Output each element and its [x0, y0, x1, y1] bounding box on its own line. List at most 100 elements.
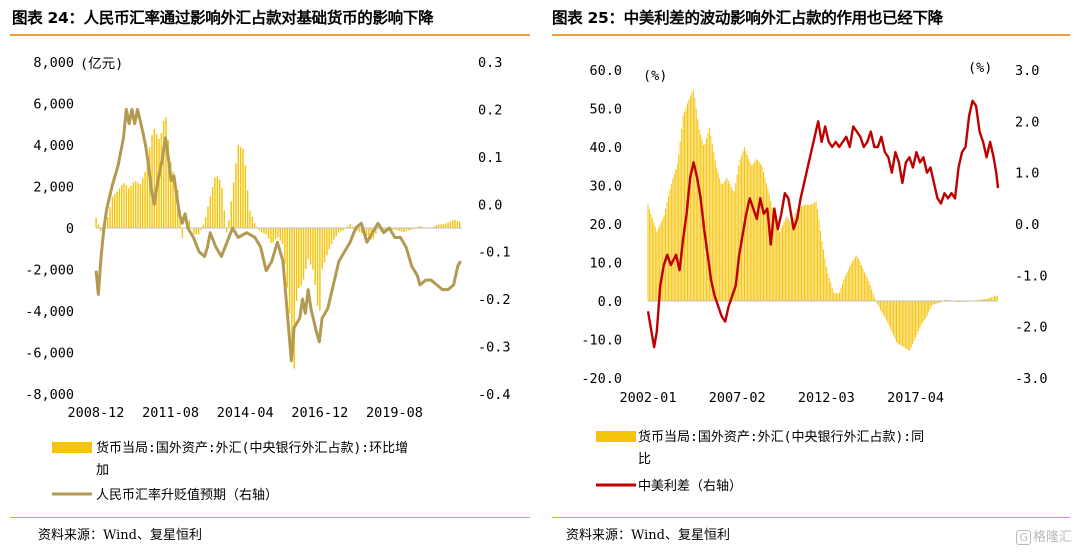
bar — [440, 224, 442, 228]
bar — [692, 89, 694, 301]
bar — [925, 301, 927, 319]
chart-panel-left: 图表 24：人民币汇率通过影响外汇占款对基础货币的影响下降 8,000 6,000… — [10, 9, 530, 543]
bar — [711, 143, 713, 301]
bar — [277, 228, 279, 238]
bar — [286, 228, 288, 288]
bar — [228, 220, 230, 228]
bar — [214, 177, 216, 228]
bar — [689, 96, 691, 301]
bar — [707, 133, 709, 301]
legend-line-label: 人民币汇率升贬值预期（右轴） — [96, 487, 278, 503]
bar — [713, 151, 715, 301]
bar — [279, 228, 281, 241]
watermark-icon: G — [1016, 530, 1031, 545]
bar — [698, 128, 700, 301]
bar — [361, 228, 363, 234]
right-tick-label: 0.1 — [478, 150, 502, 166]
bar — [403, 228, 405, 232]
bar — [738, 165, 740, 301]
bar — [193, 228, 195, 235]
left-tick-label: 4,000 — [33, 138, 74, 154]
bar — [733, 191, 735, 301]
bar — [820, 230, 822, 301]
bar — [806, 204, 808, 301]
bar — [894, 301, 896, 339]
legend-bar-label-cont: 比 — [638, 452, 651, 467]
bar — [130, 185, 132, 228]
bar — [852, 260, 854, 301]
bar — [673, 173, 675, 301]
bar — [132, 182, 135, 228]
bar — [815, 201, 817, 301]
bar — [760, 164, 762, 301]
legend-bar-label: 货币当局:国外资产:外汇(中央银行外汇占款):环比增 — [96, 440, 408, 456]
bar — [670, 183, 672, 301]
bar — [843, 279, 845, 301]
bar — [874, 297, 876, 301]
bar — [932, 301, 934, 305]
bar — [319, 228, 321, 311]
bar — [151, 135, 153, 228]
bar — [225, 228, 228, 233]
bar — [720, 183, 722, 301]
bar — [295, 228, 298, 302]
bar — [660, 222, 662, 301]
bar — [817, 209, 819, 301]
bar — [141, 178, 144, 228]
right-tick-label: 1.0 — [1015, 166, 1039, 182]
bar — [456, 220, 459, 228]
left-tick-label: 0.0 — [598, 294, 622, 310]
bar — [307, 228, 309, 260]
bar — [882, 301, 884, 315]
left-tick-label: -8,000 — [25, 387, 74, 403]
bar — [909, 301, 911, 351]
bar — [784, 218, 786, 301]
bar — [879, 301, 881, 311]
bar — [929, 301, 931, 310]
bar — [872, 293, 874, 301]
bar — [291, 228, 293, 343]
bar — [700, 134, 702, 301]
bar — [300, 228, 302, 286]
bar — [333, 228, 335, 240]
bar — [893, 301, 895, 336]
legend-bar-swatch — [52, 442, 92, 453]
bar — [685, 107, 687, 301]
bar — [246, 190, 249, 228]
bar — [977, 299, 979, 301]
bar — [913, 301, 915, 341]
bar — [298, 228, 300, 289]
bar — [787, 218, 789, 301]
bar — [323, 228, 326, 263]
bar — [745, 151, 747, 301]
bar — [682, 116, 684, 301]
bar — [121, 184, 123, 228]
bar — [146, 161, 149, 228]
bar — [691, 93, 693, 301]
legend-bar-swatch — [596, 431, 636, 442]
bar — [218, 179, 221, 228]
bar — [724, 179, 726, 301]
bar — [123, 182, 125, 228]
bar — [906, 301, 908, 350]
bar — [885, 301, 887, 320]
left-tick-label: 0 — [66, 221, 74, 237]
title-underline — [552, 34, 1070, 36]
bar — [910, 301, 912, 348]
bar — [111, 196, 114, 228]
legend-bar-label-cont: 加 — [96, 463, 109, 478]
bar — [107, 217, 109, 228]
bar — [939, 301, 941, 303]
bar — [160, 133, 163, 228]
bar — [789, 221, 791, 301]
bar — [765, 183, 767, 301]
bar — [349, 223, 351, 228]
bar — [239, 146, 242, 228]
right-tick-label: -0.3 — [478, 340, 511, 356]
right-tick-label: 0.0 — [478, 197, 502, 213]
bar — [447, 222, 449, 228]
bar — [935, 301, 937, 304]
bar — [983, 299, 985, 301]
bar — [274, 228, 277, 239]
bar — [351, 226, 354, 228]
